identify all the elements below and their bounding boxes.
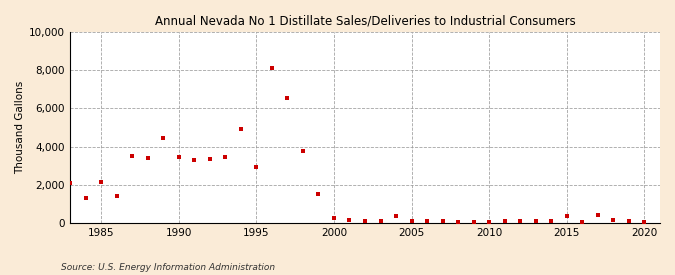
Point bbox=[531, 219, 541, 223]
Point bbox=[500, 219, 510, 223]
Point bbox=[484, 220, 495, 224]
Point bbox=[344, 218, 355, 222]
Point bbox=[624, 219, 634, 223]
Point bbox=[360, 219, 371, 223]
Point bbox=[546, 219, 557, 223]
Point bbox=[236, 127, 246, 132]
Point bbox=[329, 216, 340, 220]
Point bbox=[453, 220, 464, 224]
Point bbox=[437, 219, 448, 223]
Point bbox=[406, 219, 417, 223]
Point bbox=[639, 220, 650, 224]
Y-axis label: Thousand Gallons: Thousand Gallons bbox=[15, 81, 25, 174]
Point bbox=[577, 220, 588, 224]
Text: Source: U.S. Energy Information Administration: Source: U.S. Energy Information Administ… bbox=[61, 263, 275, 272]
Point bbox=[468, 220, 479, 224]
Point bbox=[251, 164, 262, 169]
Point bbox=[65, 181, 76, 185]
Point bbox=[267, 66, 277, 70]
Point bbox=[593, 213, 603, 218]
Point bbox=[298, 149, 308, 154]
Point bbox=[189, 158, 200, 162]
Point bbox=[220, 155, 231, 160]
Point bbox=[391, 214, 402, 219]
Point bbox=[422, 219, 433, 223]
Point bbox=[142, 156, 153, 160]
Point bbox=[80, 196, 91, 200]
Point bbox=[96, 180, 107, 184]
Point bbox=[515, 219, 526, 223]
Point bbox=[562, 214, 572, 219]
Point bbox=[127, 154, 138, 158]
Point bbox=[205, 157, 215, 161]
Point bbox=[158, 136, 169, 140]
Point bbox=[282, 96, 293, 100]
Title: Annual Nevada No 1 Distillate Sales/Deliveries to Industrial Consumers: Annual Nevada No 1 Distillate Sales/Deli… bbox=[155, 15, 575, 28]
Point bbox=[313, 191, 324, 196]
Point bbox=[608, 218, 619, 222]
Point bbox=[111, 194, 122, 199]
Point bbox=[173, 155, 184, 160]
Point bbox=[375, 219, 386, 223]
